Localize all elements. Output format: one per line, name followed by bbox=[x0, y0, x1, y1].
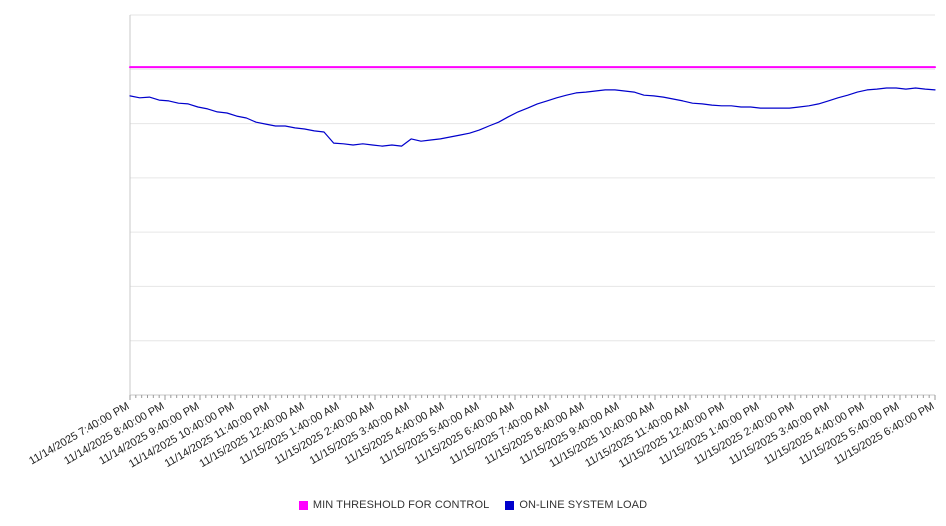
legend-label-min-threshold: MIN THRESHOLD FOR CONTROL bbox=[312, 499, 490, 511]
system-load-line bbox=[129, 87, 936, 147]
legend-swatch-online-system-load-icon bbox=[505, 500, 515, 510]
legend-swatch-min-threshold-icon bbox=[298, 500, 308, 510]
legend-item-min-threshold[interactable]: MIN THRESHOLD FOR CONTROL bbox=[298, 499, 490, 511]
legend-item-online-system-load[interactable]: ON-LINE SYSTEM LOAD bbox=[505, 499, 647, 511]
chart-legend: MIN THRESHOLD FOR CONTROL ON-LINE SYSTEM… bbox=[0, 499, 946, 511]
legend-label-online-system-load: ON-LINE SYSTEM LOAD bbox=[519, 499, 648, 511]
gridlines bbox=[130, 14, 935, 342]
x-axis-ticks bbox=[129, 395, 936, 400]
